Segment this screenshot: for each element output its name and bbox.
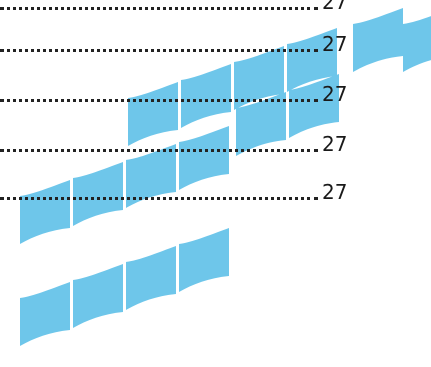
toc-leader-dots bbox=[0, 7, 318, 10]
toc-leader-dots bbox=[0, 197, 318, 200]
toc-leader-dots bbox=[0, 49, 318, 52]
toc-entry: 27 bbox=[0, 32, 360, 56]
wave-tile bbox=[236, 92, 286, 156]
toc-page-number: 27 bbox=[322, 82, 348, 106]
wave-tile bbox=[73, 162, 123, 226]
toc-page-number: 27 bbox=[322, 0, 348, 14]
toc-entry: 27 bbox=[0, 0, 360, 14]
wave-tile bbox=[20, 180, 70, 244]
wave-tile bbox=[181, 64, 231, 128]
wave-tile bbox=[73, 264, 123, 328]
wave-tile bbox=[287, 28, 337, 92]
toc-page-number: 27 bbox=[322, 180, 348, 204]
wave-tile bbox=[289, 74, 339, 138]
wave-tile bbox=[179, 126, 229, 190]
toc-entry: 27 bbox=[0, 132, 360, 156]
wave-tile bbox=[234, 46, 284, 110]
toc-entry: 27 bbox=[0, 82, 360, 106]
wave-tile bbox=[179, 228, 229, 292]
wave-tile bbox=[126, 144, 176, 208]
toc-entry: 27 bbox=[0, 180, 360, 204]
toc-leader-dots bbox=[0, 99, 318, 102]
wave-tile bbox=[20, 282, 70, 346]
toc-page-number: 27 bbox=[322, 32, 348, 56]
wave-tile bbox=[128, 82, 178, 146]
toc-leader-dots bbox=[0, 149, 318, 152]
wave-tile bbox=[403, 16, 431, 72]
toc-page-number: 27 bbox=[322, 132, 348, 156]
wave-tile bbox=[126, 246, 176, 310]
wave-tile bbox=[353, 8, 403, 72]
